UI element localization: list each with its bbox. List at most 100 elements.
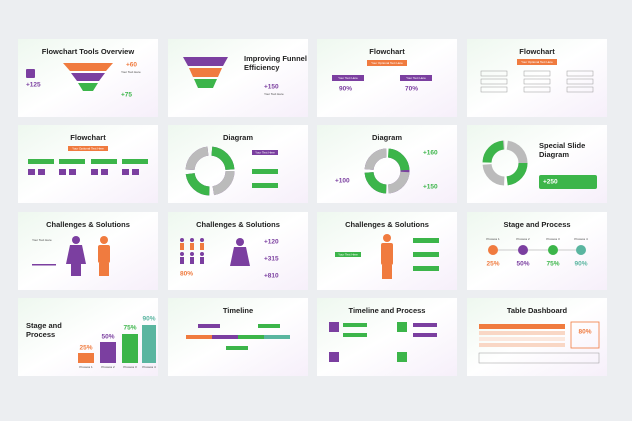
slide-text: 25% bbox=[486, 261, 499, 268]
slide-thumbnail: Diagram +160 +100 +150 bbox=[317, 125, 457, 203]
decoration bbox=[548, 245, 558, 255]
slide-text: 50% bbox=[101, 334, 114, 341]
slide-thumbnail: Flowchart Your Optional Text Here bbox=[467, 39, 607, 117]
decoration bbox=[185, 146, 235, 196]
slide-text: Process 3 bbox=[546, 237, 560, 241]
slide-text: Process 4 bbox=[142, 365, 156, 369]
slide-thumbnail bbox=[180, 243, 204, 250]
slide-text: 90% bbox=[339, 86, 352, 93]
slide-text: Challenges & Solutions bbox=[196, 220, 280, 229]
slide-text: Process 3 bbox=[123, 365, 137, 369]
decoration bbox=[226, 346, 248, 350]
decoration bbox=[101, 169, 108, 175]
decoration bbox=[252, 183, 278, 188]
slide-thumbnail: Timeline and Process bbox=[317, 298, 457, 376]
decoration bbox=[566, 78, 594, 85]
slide-text: 25% bbox=[79, 345, 92, 352]
slide-thumbnail: Flowchart Tools Overview +60 +125 +75 Yo… bbox=[18, 39, 158, 117]
slide-text: +150 bbox=[264, 84, 279, 91]
decoration bbox=[78, 83, 98, 91]
slide-text: Flowchart bbox=[70, 133, 106, 142]
slide-text: Diagram bbox=[223, 133, 253, 142]
decoration bbox=[383, 234, 391, 242]
decoration bbox=[190, 243, 194, 250]
decoration bbox=[194, 79, 217, 88]
slide-text: Process 1 bbox=[486, 237, 500, 241]
slide-text: Timeline bbox=[223, 306, 253, 315]
slide-text: Special Slide bbox=[539, 141, 585, 150]
slide-text: Flowchart bbox=[369, 47, 405, 56]
decoration bbox=[190, 252, 194, 256]
slide-text: Stage and bbox=[26, 321, 62, 330]
slide-text: Your Optional Text Here bbox=[521, 60, 553, 64]
slide-text: Process 2 bbox=[516, 237, 530, 241]
decoration bbox=[400, 75, 432, 81]
decoration bbox=[26, 69, 35, 78]
decoration bbox=[168, 39, 308, 117]
slide-text: Improving Funnel bbox=[244, 54, 307, 63]
decoration bbox=[28, 169, 35, 175]
decoration bbox=[480, 78, 508, 85]
slide-text: +150 bbox=[423, 184, 438, 191]
decoration bbox=[413, 252, 439, 257]
decoration bbox=[335, 252, 361, 257]
slide-thumbnail: Timeline bbox=[168, 298, 308, 376]
slide-text: 75% bbox=[123, 325, 136, 332]
slide-text: Flowchart Tools Overview bbox=[42, 47, 135, 56]
slide-text: +160 bbox=[423, 150, 438, 157]
decoration bbox=[252, 169, 278, 174]
decoration bbox=[523, 86, 551, 93]
decoration bbox=[332, 75, 364, 81]
decoration bbox=[467, 125, 607, 203]
decoration bbox=[212, 335, 238, 339]
decoration bbox=[99, 263, 109, 276]
slide-text: Your Text Here bbox=[255, 150, 275, 154]
decoration bbox=[479, 343, 565, 347]
decoration bbox=[142, 325, 156, 363]
decoration bbox=[467, 39, 607, 117]
slide-thumbnail: Flowchart Your Optional Text Here bbox=[18, 125, 158, 203]
decoration bbox=[413, 238, 439, 243]
decoration bbox=[480, 86, 508, 93]
slide-thumbnail: Challenges & Solutions Your Text Here bbox=[317, 212, 457, 290]
slide-thumbnail: Diagram Your Text Here bbox=[168, 125, 308, 203]
decoration bbox=[523, 70, 551, 77]
decoration bbox=[230, 247, 250, 266]
slide-thumbnail: Table Dashboard 80% bbox=[467, 298, 607, 376]
decoration bbox=[59, 169, 66, 175]
slide-thumbnail: Stage and Process Process 1 Process 2 Pr… bbox=[467, 212, 607, 290]
decoration bbox=[343, 333, 367, 337]
decoration bbox=[329, 352, 339, 362]
slide-text: Process 1 bbox=[79, 365, 93, 369]
decoration bbox=[122, 159, 148, 164]
decoration bbox=[343, 323, 367, 327]
slide-text: Your Text Here bbox=[32, 238, 52, 242]
decoration bbox=[69, 169, 76, 175]
decoration bbox=[190, 238, 194, 242]
decoration bbox=[264, 335, 290, 339]
decoration bbox=[189, 68, 222, 77]
decoration bbox=[397, 352, 407, 362]
decoration bbox=[200, 252, 204, 256]
slide-text: +75 bbox=[121, 92, 132, 99]
slide-text: Flowchart bbox=[519, 47, 555, 56]
decoration bbox=[98, 245, 110, 263]
decoration bbox=[183, 57, 228, 66]
decoration bbox=[100, 236, 108, 244]
decoration bbox=[132, 169, 139, 175]
decoration bbox=[479, 324, 565, 329]
decoration bbox=[413, 333, 437, 337]
decoration bbox=[317, 125, 457, 203]
slide-text: +315 bbox=[264, 256, 279, 263]
decoration bbox=[539, 175, 597, 189]
decoration bbox=[382, 265, 392, 279]
decoration bbox=[367, 60, 407, 66]
slide-text: Diagram bbox=[539, 150, 569, 159]
decoration bbox=[59, 159, 85, 164]
decoration bbox=[238, 335, 264, 339]
slide-thumbnail: Improving Funnel Efficiency +150 Your Te… bbox=[168, 39, 308, 117]
decoration bbox=[566, 86, 594, 93]
decoration bbox=[100, 342, 116, 363]
slide-thumbnail: Stage and Process 25% 50% 75% 90% Proces… bbox=[18, 298, 158, 376]
slide-text: +250 bbox=[543, 179, 558, 186]
